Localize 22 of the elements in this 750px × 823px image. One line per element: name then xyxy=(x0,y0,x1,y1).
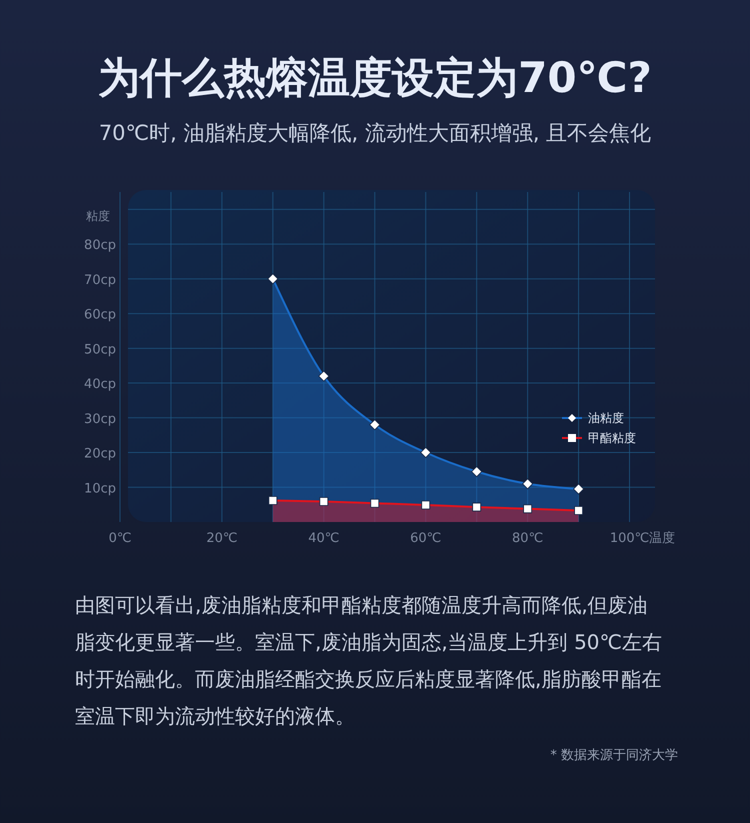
y-axis-title: 粘度 xyxy=(86,209,110,223)
x-tick-label: 40℃ xyxy=(308,531,340,546)
x-tick-label: 100℃ xyxy=(610,531,650,546)
y-tick-label: 20cp xyxy=(84,446,116,462)
y-tick-label: 40cp xyxy=(84,377,116,392)
legend-label: 油粘度 xyxy=(588,411,624,425)
x-tick-label: 20℃ xyxy=(206,531,238,546)
x-axis-title: 温度 xyxy=(649,530,675,546)
x-tick-label: 80℃ xyxy=(512,531,544,546)
y-tick-label: 80cp xyxy=(84,238,116,254)
text: 由图可以看出,废油脂粘度和甲酯粘度都随温度升高而降低,但废油脂变化更显著一些。室温下,废油脂为固态,当温度上升到 50℃左右时开始融化。而废油脂经酯交换反应后粘度显著降低,脂肪酸甲酯在室温下即为流动性较好的液体。 xyxy=(75,593,662,728)
chart-subtitle: 70℃时, 油脂粘度大幅降低, 流动性大面积增强, 且不会焦化 xyxy=(98,121,652,145)
chart-title: 为什么热熔温度设定为70℃? xyxy=(98,53,652,102)
y-tick-label: 30cp xyxy=(84,412,116,427)
y-tick-label: 10cp xyxy=(84,481,116,496)
text: * 数据来源于同济大学 xyxy=(550,748,678,763)
x-tick-label: 0℃ xyxy=(108,531,132,546)
y-tick-label: 60cp xyxy=(84,308,116,323)
y-tick-label: 70cp xyxy=(84,272,116,288)
legend-label: 甲酯粘度 xyxy=(588,431,636,445)
x-tick-label: 60℃ xyxy=(410,531,442,546)
y-tick-label: 50cp xyxy=(84,342,116,358)
